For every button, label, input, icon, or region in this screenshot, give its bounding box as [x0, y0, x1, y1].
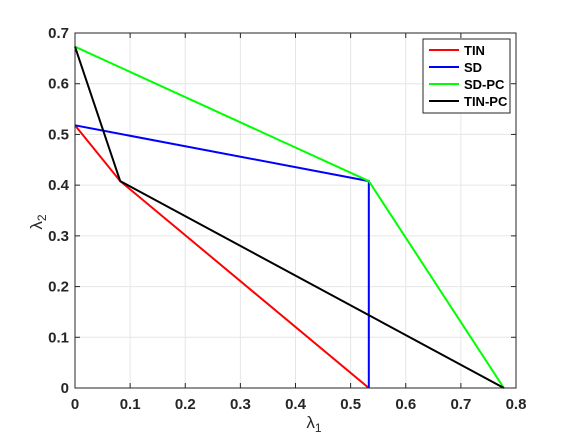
x-tick-label-1: 0.1 — [120, 396, 141, 413]
axes — [74, 32, 517, 389]
legend: TIN SD SD-PC TIN-PC — [422, 38, 511, 114]
y-tick-label-2: 0.2 — [48, 279, 69, 296]
x-tick-label-7: 0.7 — [450, 396, 471, 413]
tick-labels: 0 0.1 0.2 0.3 0.4 0.5 0.6 0.7 0.8 0 0.1 0.2 0.3 0.4 0.… — [48, 25, 526, 413]
series-lines — [74, 45, 505, 389]
x-tick-label-2: 0.2 — [175, 396, 196, 413]
x-tick-label-0: 0 — [71, 396, 79, 413]
legend-label-sd-pc: SD-PC — [464, 77, 505, 92]
series-line-sd-pc — [74, 45, 505, 389]
x-tick-label-4: 0.4 — [285, 396, 307, 413]
y-tick-label-1: 0.1 — [48, 329, 69, 346]
x-tick-label-6: 0.6 — [395, 396, 416, 413]
y-tick-label-4: 0.4 — [48, 177, 70, 194]
legend-label-sd: SD — [464, 60, 482, 75]
x-axis-label-subscript: 1 — [315, 421, 322, 435]
y-tick-label-6: 0.6 — [48, 76, 69, 93]
series-line-tin-pc — [74, 46, 505, 389]
y-axis-label: λ2 — [27, 214, 49, 230]
x-tick-label-3: 0.3 — [230, 396, 251, 413]
y-axis-label-base: λ — [27, 221, 46, 230]
legend-label-tin-pc: TIN-PC — [464, 94, 508, 109]
y-tick-label-5: 0.5 — [48, 126, 69, 143]
legend-label-tin: TIN — [464, 43, 485, 58]
y-tick-label-3: 0.3 — [48, 228, 69, 245]
x-tick-label-8: 0.8 — [506, 396, 527, 413]
x-axis-label: λ1 — [306, 413, 322, 435]
x-tick-label-5: 0.5 — [340, 396, 361, 413]
y-axis-label-subscript: 2 — [35, 214, 49, 221]
y-tick-label-0: 0 — [61, 380, 69, 397]
y-tick-label-7: 0.7 — [48, 25, 69, 42]
x-axis-label-base: λ — [306, 413, 315, 432]
